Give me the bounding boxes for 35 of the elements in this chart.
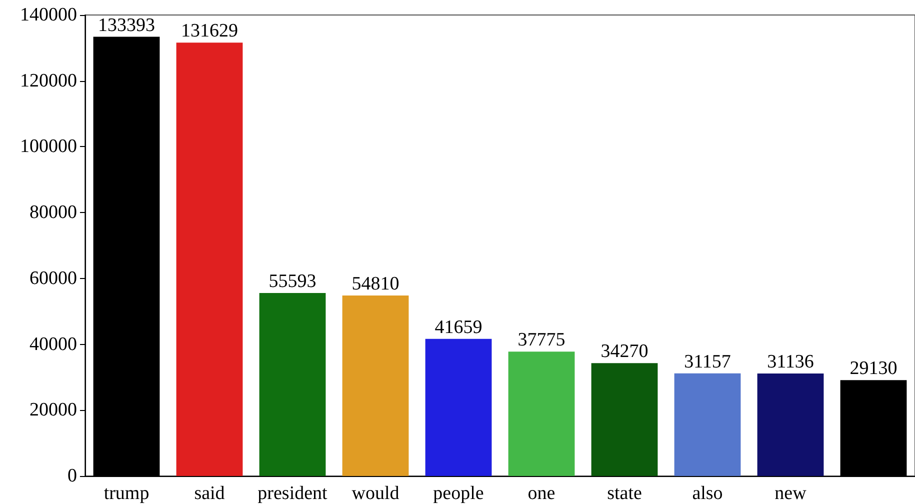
x-tick-label: trump — [104, 483, 150, 504]
x-tick-label: president — [258, 483, 328, 504]
bar — [591, 363, 658, 476]
data-label: 55593 — [268, 270, 316, 292]
bar — [425, 338, 492, 476]
bar — [342, 296, 409, 476]
data-label: 54810 — [352, 274, 400, 295]
y-tick-label: 140000 — [20, 4, 77, 26]
x-tick-label: also — [692, 483, 723, 504]
y-tick-label: 80000 — [30, 202, 77, 224]
x-tick-label: one — [528, 483, 556, 504]
x-tick-label: state — [607, 483, 642, 504]
data-label: 37775 — [518, 330, 566, 351]
bar — [674, 373, 741, 476]
data-label: 31157 — [684, 351, 731, 372]
data-label: 133393 — [98, 14, 155, 36]
data-label: 41659 — [434, 316, 482, 338]
x-tick-label: people — [433, 483, 484, 504]
data-label: 131629 — [181, 20, 238, 42]
y-tick-label: 60000 — [30, 268, 77, 289]
bar — [259, 292, 326, 476]
x-tick-label: would — [352, 483, 400, 504]
y-tick-label: 120000 — [20, 70, 77, 92]
bar — [757, 373, 824, 476]
data-label: 34270 — [600, 341, 648, 362]
y-tick-label: 100000 — [20, 136, 77, 158]
data-label: 31136 — [767, 351, 814, 372]
bar — [176, 42, 243, 476]
data-label: 29130 — [850, 358, 898, 380]
y-tick-label: 0 — [68, 466, 77, 486]
bar — [508, 352, 575, 476]
x-tick-label: new — [774, 483, 807, 504]
x-tick-label: said — [194, 483, 226, 504]
y-tick-label: 20000 — [30, 400, 77, 421]
y-tick-label: 40000 — [30, 334, 77, 355]
